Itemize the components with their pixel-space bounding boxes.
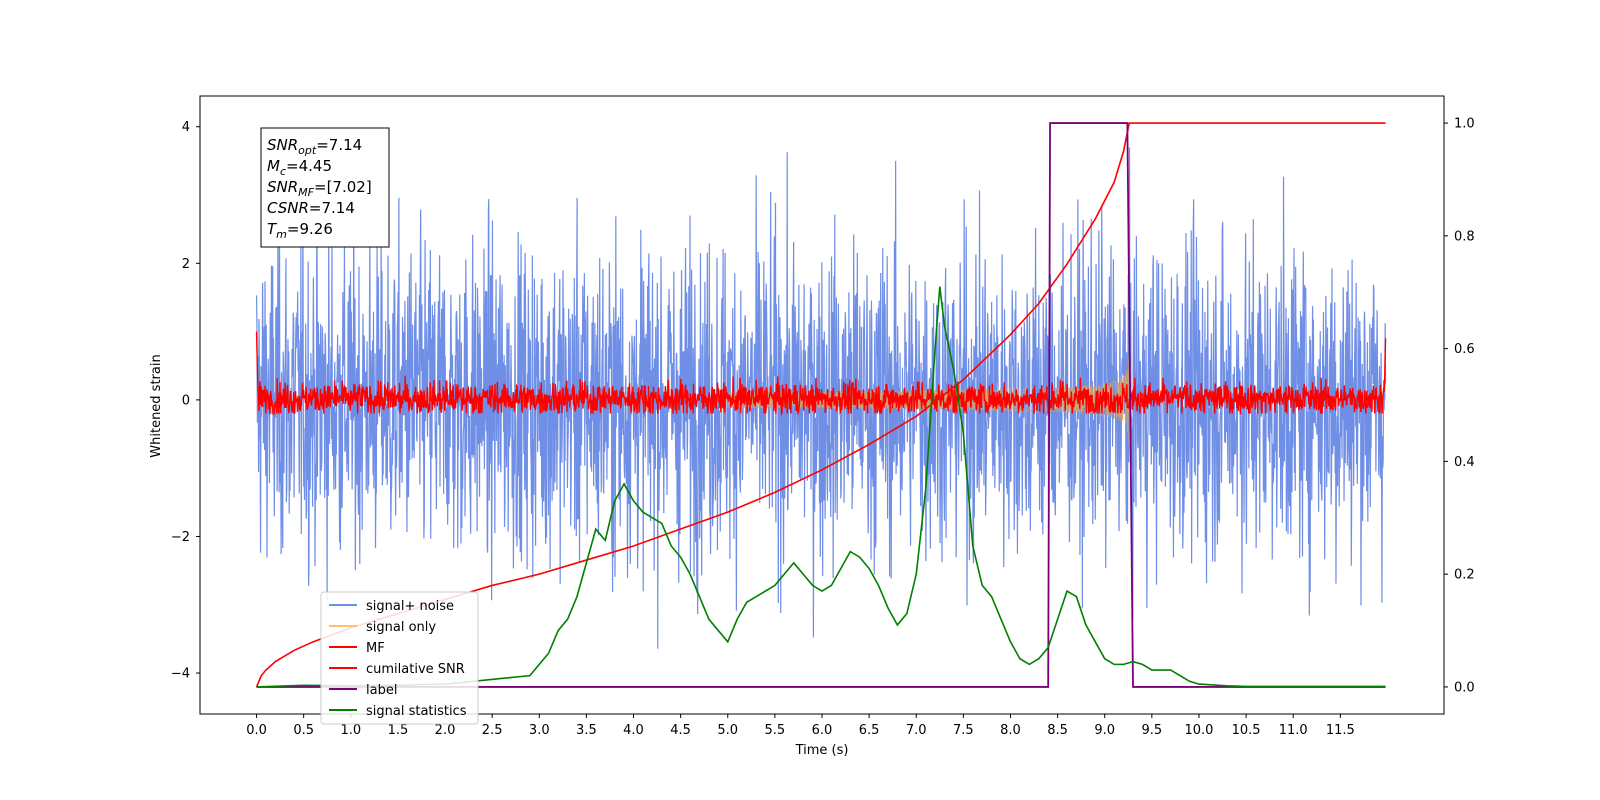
y-tick-label: 2 — [182, 257, 190, 272]
plot-area — [255, 122, 1387, 688]
y-tick-label: 0 — [182, 393, 190, 408]
series-cumulative-snr-line — [255, 122, 1386, 688]
annotation-frame — [260, 127, 390, 248]
series-mf-line — [255, 331, 1387, 416]
x-tick-label: 4.5 — [670, 723, 691, 738]
annotation-line: Tm=9.26 — [267, 220, 333, 241]
x-tick-label: 11.0 — [1279, 723, 1308, 738]
y-tick-label: −4 — [171, 667, 190, 682]
y2-tick-label: 0.2 — [1454, 568, 1475, 583]
x-tick-label: 3.5 — [576, 723, 597, 738]
series-signal-statistics-line — [256, 286, 1386, 688]
x-tick-label: 7.0 — [906, 723, 927, 738]
x-tick-label: 9.5 — [1142, 723, 1163, 738]
x-tick-label: 10.0 — [1184, 723, 1213, 738]
annotation-line: CSNR=7.14 — [267, 199, 355, 217]
x-tick-label: 8.5 — [1047, 723, 1068, 738]
y-axis-right: 0.0 0.2 0.4 0.6 0.8 1.0 — [1444, 117, 1475, 695]
x-tick-label: 8.0 — [1000, 723, 1021, 738]
legend: signal+ noise signal only MF cumilative SNR… — [320, 591, 479, 725]
x-tick-label: 0.0 — [246, 723, 267, 738]
legend-frame — [320, 591, 479, 725]
y2-tick-label: 0.6 — [1454, 342, 1475, 357]
x-tick-label: 11.5 — [1326, 723, 1355, 738]
annotation-line: SNRopt=7.14 — [267, 136, 362, 157]
x-tick-label: 9.0 — [1094, 723, 1115, 738]
series-signal-plus-noise-line — [255, 147, 1387, 649]
legend-label: signal only — [366, 620, 436, 635]
annotation-line: Mc=4.45 — [267, 157, 332, 178]
y2-tick-label: 0.4 — [1454, 455, 1475, 470]
x-axis-label: Time (s) — [795, 743, 849, 758]
series-label-line — [256, 122, 1386, 688]
y2-tick-label: 0.8 — [1454, 229, 1475, 244]
legend-label: signal+ noise — [366, 599, 454, 614]
y2-tick-label: 1.0 — [1454, 117, 1475, 132]
legend-label: label — [366, 683, 397, 698]
y-tick-label: 4 — [182, 120, 190, 135]
x-axis: 0.0 0.5 1.0 1.5 2.0 2.5 3.0 3.5 4.0 4.5 5.0 5.5 6.0 6… — [246, 714, 1355, 738]
y-axis-label: Whitened strain — [149, 354, 164, 457]
x-tick-label: 5.5 — [765, 723, 786, 738]
annotation-line: SNRMF=[7.02] — [267, 178, 372, 199]
legend-label: cumilative SNR — [366, 662, 465, 677]
y-tick-label: −2 — [171, 530, 190, 545]
x-tick-label: 6.0 — [812, 723, 833, 738]
x-tick-label: 1.0 — [340, 723, 361, 738]
x-tick-label: 7.5 — [953, 723, 974, 738]
y-axis-left: −4 −2 0 2 4 — [171, 120, 200, 682]
legend-label: MF — [366, 641, 385, 656]
x-tick-label: 10.5 — [1232, 723, 1261, 738]
x-tick-label: 1.5 — [388, 723, 409, 738]
x-tick-label: 5.0 — [717, 723, 738, 738]
x-tick-label: 0.5 — [293, 723, 314, 738]
x-tick-label: 2.5 — [482, 723, 503, 738]
legend-label: signal statistics — [366, 704, 467, 719]
y2-tick-label: 0.0 — [1454, 680, 1475, 695]
x-tick-label: 3.0 — [529, 723, 550, 738]
x-tick-label: 4.0 — [623, 723, 644, 738]
x-tick-label: 2.0 — [435, 723, 456, 738]
x-tick-label: 6.5 — [859, 723, 880, 738]
